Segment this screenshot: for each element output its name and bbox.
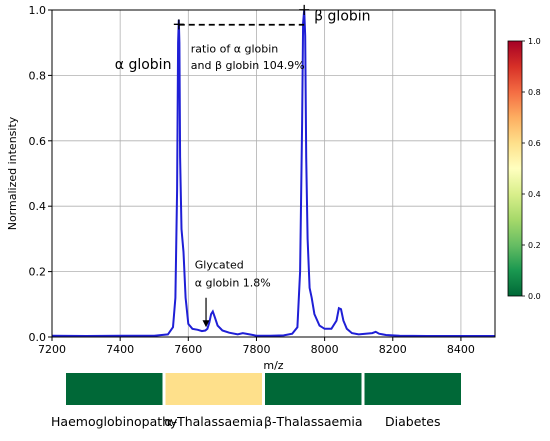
risk-category-label: Haemoglobinopathy bbox=[51, 414, 178, 429]
colorbar-tick-label: 0.6 bbox=[528, 139, 541, 148]
y-tick-label: 0.4 bbox=[29, 200, 47, 213]
x-tick-label: 8200 bbox=[379, 343, 407, 356]
alpha-globin-label: α globin bbox=[115, 57, 172, 73]
colorbar-ticks: 0.0 0.2 0.4 0.6 0.8 1.0 bbox=[522, 37, 541, 301]
x-axis-label: m/z bbox=[263, 359, 283, 372]
y-axis-ticks: 0.0 0.2 0.4 0.6 0.8 1.0 bbox=[29, 4, 52, 344]
colorbar-tick-label: 0.0 bbox=[528, 292, 541, 301]
x-tick-label: 7800 bbox=[242, 343, 270, 356]
x-tick-label: 7400 bbox=[106, 343, 134, 356]
y-tick-label: 0.6 bbox=[29, 135, 47, 148]
y-tick-label: 0.2 bbox=[29, 266, 47, 279]
y-tick-label: 1.0 bbox=[29, 4, 47, 17]
risk-category-label: α-Thalassaemia bbox=[164, 414, 263, 429]
risk-category-label: Diabetes bbox=[385, 414, 441, 429]
beta-globin-label: β globin bbox=[314, 9, 370, 25]
y-tick-label: 0.0 bbox=[29, 331, 47, 344]
x-tick-label: 7200 bbox=[38, 343, 66, 356]
glycated-arrowhead bbox=[202, 320, 210, 328]
colorbar-tick-label: 0.4 bbox=[528, 190, 541, 199]
glycated-label-line1: Glycated bbox=[195, 258, 244, 271]
colorbar-tick-label: 0.8 bbox=[528, 88, 541, 97]
x-axis-ticks: 7200 7400 7600 7800 8000 8200 8400 bbox=[38, 337, 475, 356]
ratio-label-line2: and β globin 104.9% bbox=[191, 59, 305, 72]
alpha-peak-marker: + bbox=[172, 15, 185, 34]
risk-category-label: β-Thalassaemia bbox=[264, 414, 363, 429]
y-axis-label: Normalized intensity bbox=[6, 116, 19, 230]
plot-frame bbox=[51, 9, 496, 338]
colorbar-tick-label: 0.2 bbox=[528, 241, 541, 250]
colorbar-gradient bbox=[507, 40, 523, 297]
colorbar: 0.0 0.2 0.4 0.6 0.8 1.0 bbox=[507, 37, 541, 301]
spectrum-line bbox=[51, 9, 495, 338]
risk-segment bbox=[165, 373, 262, 405]
x-tick-label: 8000 bbox=[311, 343, 339, 356]
risk-segment bbox=[66, 373, 163, 405]
risk-segment bbox=[265, 373, 362, 405]
y-tick-label: 0.8 bbox=[29, 69, 47, 82]
risk-segment bbox=[364, 373, 461, 405]
annotations: + + α globin β globin ratio of α globin … bbox=[115, 0, 371, 328]
x-tick-label: 7600 bbox=[174, 343, 202, 356]
x-tick-label: 8400 bbox=[447, 343, 475, 356]
ratio-label-line1: ratio of α globin bbox=[191, 43, 279, 56]
colorbar-tick-label: 1.0 bbox=[528, 37, 541, 46]
glycated-label-line2: α globin 1.8% bbox=[195, 276, 271, 289]
